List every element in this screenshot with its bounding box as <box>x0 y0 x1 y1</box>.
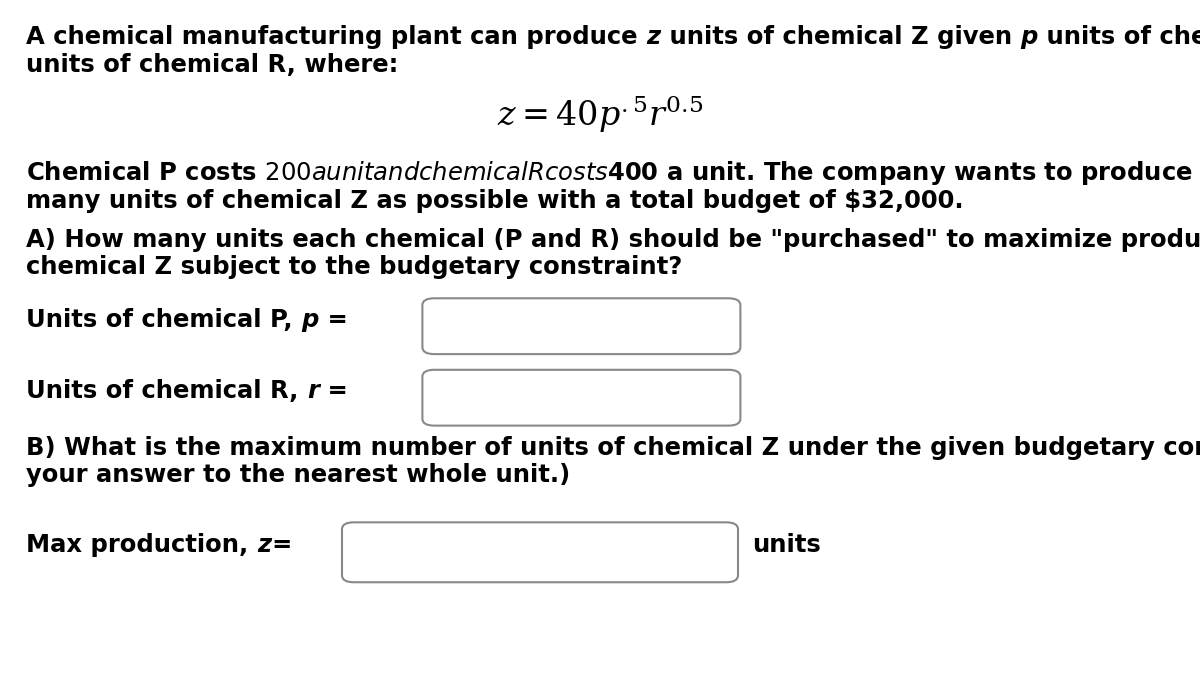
Text: many units of chemical Z as possible with a total budget of $32,000.: many units of chemical Z as possible wit… <box>26 189 964 212</box>
Text: A) How many units each chemical (P and R) should be "purchased" to maximize prod: A) How many units each chemical (P and R… <box>26 228 1200 252</box>
Text: $z = 40p^{.5}r^{0.5}$: $z = 40p^{.5}r^{0.5}$ <box>497 94 703 135</box>
FancyBboxPatch shape <box>342 522 738 582</box>
Text: Units of chemical P,: Units of chemical P, <box>26 308 301 332</box>
Text: =: = <box>319 308 348 332</box>
Text: Units of chemical R,: Units of chemical R, <box>26 379 307 403</box>
Text: units: units <box>752 533 821 556</box>
Text: your answer to the nearest whole unit.): your answer to the nearest whole unit.) <box>26 463 571 487</box>
Text: units of chemical Z given: units of chemical Z given <box>660 25 1020 49</box>
Text: z: z <box>647 25 660 49</box>
Text: units of chemical P and: units of chemical P and <box>1038 25 1200 49</box>
FancyBboxPatch shape <box>422 298 740 354</box>
Text: B) What is the maximum number of units of chemical Z under the given budgetary c: B) What is the maximum number of units o… <box>26 436 1200 460</box>
Text: z: z <box>257 533 271 556</box>
Text: p: p <box>301 308 319 332</box>
FancyBboxPatch shape <box>422 370 740 426</box>
Text: r: r <box>307 379 319 403</box>
Text: A chemical manufacturing plant can produce: A chemical manufacturing plant can produ… <box>26 25 647 49</box>
Text: p: p <box>1020 25 1038 49</box>
Text: Chemical P costs $200 a unit and chemical R costs $400 a unit. The company wants: Chemical P costs $200 a unit and chemica… <box>26 159 1200 187</box>
Text: =: = <box>271 533 292 556</box>
Text: =: = <box>319 379 348 403</box>
Text: Max production,: Max production, <box>26 533 257 556</box>
Text: units of chemical R, where:: units of chemical R, where: <box>26 52 398 76</box>
Text: chemical Z subject to the budgetary constraint?: chemical Z subject to the budgetary cons… <box>26 255 683 279</box>
